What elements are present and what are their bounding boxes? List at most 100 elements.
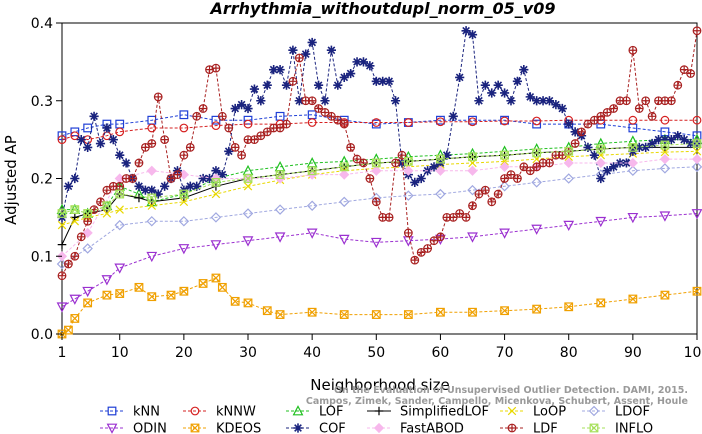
data-point-ldof — [178, 216, 190, 227]
data-point-fastabod — [435, 165, 446, 176]
legend-item-ldof: LDOF — [582, 405, 650, 420]
data-point-cof — [480, 80, 490, 90]
data-point-knnw — [371, 118, 381, 127]
data-point-odin — [306, 228, 318, 239]
data-point-ldf — [192, 111, 202, 121]
data-point-cof — [378, 76, 388, 86]
data-point-ldf — [147, 139, 157, 148]
data-point-ldf — [339, 119, 349, 129]
data-point-cof — [281, 80, 292, 90]
data-point-ldf — [410, 255, 420, 265]
data-point-ldf — [333, 115, 343, 125]
data-point-inflo — [70, 205, 80, 215]
data-point-cof — [121, 158, 131, 168]
data-point-cof — [108, 135, 118, 145]
data-point-cof — [410, 177, 420, 187]
y-tick-label: 0.3 — [31, 94, 53, 110]
data-point-cof — [653, 135, 664, 145]
data-point-ldf — [237, 150, 246, 160]
data-point-ldf — [294, 53, 304, 63]
data-point-ldf — [275, 123, 285, 133]
data-point-odin — [242, 236, 254, 247]
data-point-kdeos — [217, 282, 227, 292]
data-point-cof — [679, 135, 689, 145]
data-point-ldf — [250, 135, 259, 145]
data-point-ldf — [429, 236, 439, 246]
legend-item-fastabod: FastABOD — [367, 422, 464, 434]
data-point-kdeos — [628, 294, 638, 304]
data-point-ldof — [691, 161, 702, 173]
data-point-ldf — [352, 154, 362, 164]
data-point-cof — [256, 96, 266, 106]
data-point-ldf — [314, 104, 323, 113]
data-point-ldf — [326, 111, 336, 121]
data-point-cof — [455, 72, 465, 83]
data-point-ldf — [455, 209, 465, 218]
data-point-ldf — [474, 189, 484, 199]
data-point-kdeos — [211, 273, 221, 283]
data-point-cof — [647, 138, 657, 149]
data-point-cof — [397, 158, 407, 168]
data-point-knnw — [692, 115, 702, 125]
data-point-cof — [564, 119, 574, 129]
data-point-cof — [589, 150, 599, 160]
legend-item-kdeos: KDEOS — [183, 422, 261, 434]
data-point-cof — [230, 103, 240, 114]
data-point-ldf — [140, 142, 150, 152]
data-point-odin — [338, 234, 350, 246]
data-point-ldf — [647, 111, 657, 121]
data-point-cof — [243, 103, 253, 114]
data-point-cof — [346, 68, 356, 79]
x-tick-label: 20 — [175, 345, 193, 361]
data-point-knnw — [307, 118, 317, 127]
data-point-knnw — [115, 127, 125, 137]
data-point-cof — [416, 173, 426, 184]
data-point-fastabod — [627, 157, 638, 169]
data-point-fastabod — [595, 157, 606, 169]
legend-item-lof: LOF — [286, 405, 344, 420]
data-point-ldof — [242, 208, 254, 219]
data-point-cof — [519, 65, 529, 75]
data-point-ldf — [577, 127, 586, 137]
data-point-kdeos — [307, 307, 317, 317]
data-point-inflo — [83, 209, 93, 218]
x-tick-label: 40 — [303, 345, 321, 361]
data-point-cof — [95, 138, 106, 149]
data-point-cof — [160, 181, 170, 191]
data-point-ldf — [391, 158, 400, 168]
data-point-ldf — [487, 197, 497, 207]
data-point-loop — [179, 197, 189, 207]
x-axis-title: Neighborhood size — [310, 376, 449, 394]
data-point-kdeos — [371, 310, 381, 319]
data-point-odin — [178, 244, 190, 255]
legend-marker-icon — [292, 405, 304, 416]
data-point-cof — [442, 150, 452, 160]
data-point-ldf — [545, 158, 554, 168]
data-point-kdeos — [70, 314, 80, 323]
data-point-kdeos — [179, 286, 189, 296]
legend-label: LDF — [533, 422, 558, 434]
data-point-loop — [115, 205, 124, 214]
legend-label: FastABOD — [400, 422, 464, 434]
data-point-fastabod — [691, 153, 702, 165]
legend-label: kNNW — [216, 405, 256, 420]
data-point-ldof — [274, 204, 286, 215]
data-point-fastabod — [499, 161, 510, 172]
data-point-knnw — [403, 118, 413, 127]
data-point-ldf — [70, 251, 80, 261]
data-point-cof — [609, 162, 619, 172]
data-point-cof — [371, 76, 381, 86]
data-point-cof — [70, 173, 80, 184]
data-point-simplifiedlof — [70, 213, 80, 222]
data-point-kdeos — [596, 298, 606, 308]
data-point-odin — [563, 220, 575, 232]
data-point-kdeos — [64, 325, 73, 335]
data-point-fastabod — [467, 165, 478, 176]
data-point-cof — [102, 123, 112, 133]
data-point-ldf — [166, 174, 176, 183]
data-point-fastabod — [339, 169, 350, 180]
data-point-kdeos — [102, 290, 112, 300]
legend-marker-icon — [589, 423, 599, 433]
data-point-cof — [666, 135, 676, 145]
